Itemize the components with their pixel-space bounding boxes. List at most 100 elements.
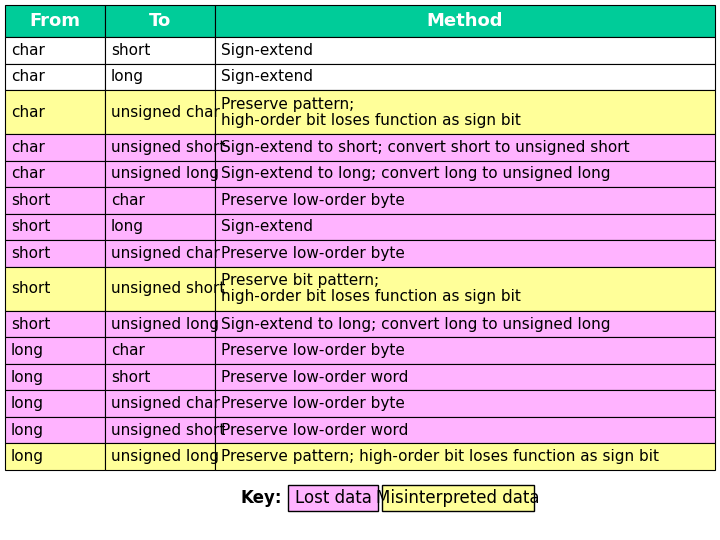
Text: Preserve bit pattern;: Preserve bit pattern; <box>221 273 379 288</box>
Text: Preserve low-order byte: Preserve low-order byte <box>221 343 405 358</box>
Bar <box>5 187 105 214</box>
Text: unsigned short: unsigned short <box>111 423 225 438</box>
Text: long: long <box>111 219 144 234</box>
Bar <box>105 338 215 364</box>
Bar <box>105 311 215 338</box>
Text: Preserve pattern; high-order bit loses function as sign bit: Preserve pattern; high-order bit loses f… <box>221 449 659 464</box>
Text: unsigned char: unsigned char <box>111 246 220 261</box>
Bar <box>105 161 215 187</box>
Bar <box>288 485 378 511</box>
Text: char: char <box>111 193 145 208</box>
Bar <box>382 485 534 511</box>
Bar <box>105 267 215 311</box>
Bar <box>105 134 215 161</box>
Text: Sign-extend to long; convert long to unsigned long: Sign-extend to long; convert long to uns… <box>221 166 611 181</box>
Text: short: short <box>11 246 50 261</box>
Text: long: long <box>11 396 44 411</box>
Text: char: char <box>11 69 45 84</box>
Bar <box>215 5 715 37</box>
Text: long: long <box>111 69 144 84</box>
Bar <box>105 214 215 240</box>
Bar <box>5 338 105 364</box>
Bar <box>215 417 715 443</box>
Bar <box>5 390 105 417</box>
Text: char: char <box>11 43 45 58</box>
Bar <box>5 364 105 390</box>
Bar <box>215 90 715 134</box>
Bar <box>105 90 215 134</box>
Text: Key:: Key: <box>240 489 282 507</box>
Text: Misinterpreted data: Misinterpreted data <box>377 489 540 507</box>
Bar <box>105 417 215 443</box>
Bar <box>5 240 105 267</box>
Bar <box>5 267 105 311</box>
Text: short: short <box>111 43 150 58</box>
Text: unsigned short: unsigned short <box>111 140 225 155</box>
Text: short: short <box>11 193 50 208</box>
Bar <box>215 311 715 338</box>
Text: Sign-extend: Sign-extend <box>221 69 313 84</box>
Text: Preserve low-order byte: Preserve low-order byte <box>221 396 405 411</box>
Text: char: char <box>11 105 45 120</box>
Bar <box>215 187 715 214</box>
Bar <box>5 214 105 240</box>
Bar <box>105 240 215 267</box>
Text: long: long <box>11 423 44 438</box>
Text: long: long <box>11 449 44 464</box>
Text: high-order bit loses function as sign bit: high-order bit loses function as sign bi… <box>221 289 521 305</box>
Bar <box>5 161 105 187</box>
Bar <box>215 364 715 390</box>
Bar <box>5 134 105 161</box>
Bar <box>5 417 105 443</box>
Text: Preserve low-order word: Preserve low-order word <box>221 370 408 384</box>
Bar <box>105 443 215 470</box>
Bar <box>105 37 215 64</box>
Text: unsigned long: unsigned long <box>111 166 219 181</box>
Text: char: char <box>11 166 45 181</box>
Bar <box>105 187 215 214</box>
Text: char: char <box>11 140 45 155</box>
Text: Sign-extend to short; convert short to unsigned short: Sign-extend to short; convert short to u… <box>221 140 629 155</box>
Bar <box>105 64 215 90</box>
Bar <box>105 390 215 417</box>
Bar <box>215 267 715 311</box>
Bar <box>215 338 715 364</box>
Bar <box>215 37 715 64</box>
Text: From: From <box>30 12 81 30</box>
Text: short: short <box>11 219 50 234</box>
Bar <box>215 214 715 240</box>
Bar <box>5 311 105 338</box>
Bar <box>215 64 715 90</box>
Text: unsigned long: unsigned long <box>111 449 219 464</box>
Text: Preserve low-order byte: Preserve low-order byte <box>221 246 405 261</box>
Bar <box>5 64 105 90</box>
Text: To: To <box>149 12 171 30</box>
Text: Sign-extend to long; convert long to unsigned long: Sign-extend to long; convert long to uns… <box>221 316 611 332</box>
Bar <box>215 443 715 470</box>
Text: Lost data: Lost data <box>294 489 372 507</box>
Text: Preserve low-order word: Preserve low-order word <box>221 423 408 438</box>
Text: high-order bit loses function as sign bit: high-order bit loses function as sign bi… <box>221 112 521 127</box>
Text: Sign-extend: Sign-extend <box>221 43 313 58</box>
Text: short: short <box>11 316 50 332</box>
Text: Sign-extend: Sign-extend <box>221 219 313 234</box>
Text: Method: Method <box>427 12 503 30</box>
Bar <box>5 90 105 134</box>
Text: unsigned char: unsigned char <box>111 105 220 120</box>
Text: unsigned char: unsigned char <box>111 396 220 411</box>
Text: short: short <box>11 281 50 296</box>
Bar <box>5 37 105 64</box>
Text: long: long <box>11 370 44 384</box>
Bar <box>5 5 105 37</box>
Text: short: short <box>111 370 150 384</box>
Bar <box>215 134 715 161</box>
Bar <box>215 161 715 187</box>
Text: unsigned short: unsigned short <box>111 281 225 296</box>
Bar <box>5 443 105 470</box>
Text: Preserve pattern;: Preserve pattern; <box>221 97 354 112</box>
Bar <box>105 364 215 390</box>
Text: Preserve low-order byte: Preserve low-order byte <box>221 193 405 208</box>
Bar <box>105 5 215 37</box>
Bar <box>215 390 715 417</box>
Bar <box>215 240 715 267</box>
